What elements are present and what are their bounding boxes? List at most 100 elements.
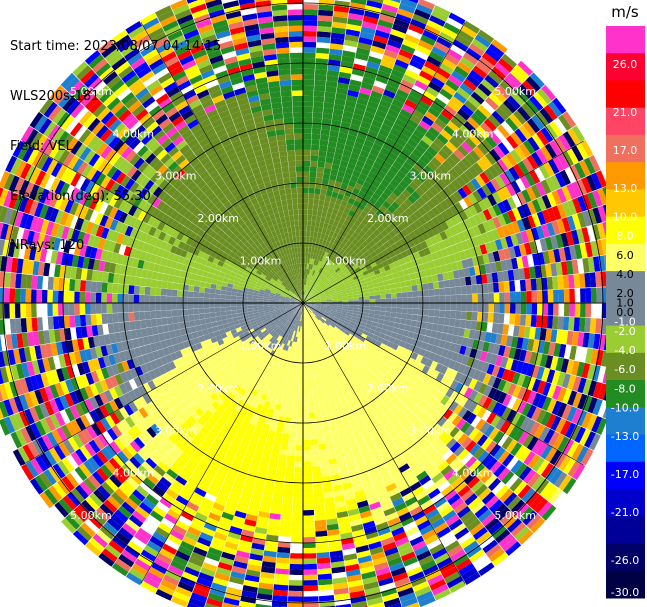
ppi-gate [334, 181, 342, 188]
ppi-gate [313, 199, 320, 205]
ppi-gate [424, 131, 437, 142]
ppi-gate [449, 44, 466, 57]
ppi-gate [459, 210, 469, 221]
ppi-gate [380, 59, 395, 70]
ppi-gate [374, 258, 382, 266]
ppi-gate [401, 220, 410, 229]
ppi-gate [367, 100, 379, 110]
ppi-gate [363, 111, 375, 120]
ppi-gate [387, 132, 399, 143]
ppi-gate [513, 64, 530, 80]
ppi-gate [390, 307, 397, 313]
ppi-gate [321, 178, 329, 185]
ppi-gate [388, 230, 397, 239]
ppi-gate [487, 70, 503, 85]
ppi-gate [357, 215, 365, 223]
ppi-gate [325, 212, 332, 219]
ppi-gate [317, 254, 321, 261]
ppi-gate [418, 216, 427, 226]
ppi-gate [307, 258, 310, 264]
ppi-gate [363, 71, 377, 81]
ppi-gate [376, 217, 385, 226]
ppi-gate [398, 49, 414, 60]
ppi-gate [332, 158, 341, 166]
ppi-gate [283, 422, 291, 429]
ppi-gate [487, 283, 494, 293]
ppi-gate [365, 264, 373, 271]
ppi-gate [306, 285, 309, 291]
ppi-gate [363, 163, 373, 172]
ppi-gate [334, 147, 344, 155]
ppi-gate [421, 115, 434, 127]
ppi-gate [460, 104, 474, 117]
ppi-gate [303, 14, 318, 21]
ppi-gate [308, 293, 312, 298]
ppi-gate [341, 231, 349, 238]
ppi-gate [372, 40, 387, 50]
ppi-gate [322, 263, 328, 270]
ppi-gate [558, 303, 565, 317]
ppi-gate [405, 157, 417, 167]
ppi-gate [536, 130, 549, 146]
ppi-gate [443, 186, 453, 197]
ppi-gate [303, 155, 311, 161]
ppi-gate [334, 98, 346, 106]
ppi-gate [303, 296, 306, 302]
ppi-gate [345, 29, 361, 37]
ppi-gate [430, 102, 444, 114]
ppi-gate [468, 133, 481, 146]
ppi-gate [313, 493, 324, 500]
ppi-gate [474, 34, 491, 48]
ppi-gate [289, 428, 297, 435]
ppi-gate [509, 113, 523, 128]
ppi-gate [543, 104, 558, 121]
ppi-gate [409, 222, 418, 232]
ppi-gate [431, 10, 448, 22]
ppi-gate [303, 36, 317, 43]
ppi-gate [355, 227, 362, 235]
ppi-gate [320, 216, 326, 223]
ppi-gate [436, 93, 450, 105]
ppi-gate [296, 434, 303, 440]
ppi-gate [380, 237, 388, 245]
ppi-gate [303, 290, 305, 296]
ppi-gate [467, 193, 478, 205]
ppi-gate [303, 47, 316, 53]
ppi-gate [402, 39, 418, 50]
ppi-gate [317, 289, 323, 294]
ppi-gate [463, 120, 476, 134]
ppi-gate [307, 286, 311, 292]
ppi-gate [464, 137, 477, 150]
ppi-ray [303, 0, 351, 301]
ppi-gate [306, 369, 311, 376]
ppi-gate [345, 246, 352, 254]
ppi-gate [362, 76, 375, 86]
ppi-gate [504, 292, 511, 303]
ppi-gate [499, 103, 513, 117]
ppi-gate [280, 514, 292, 521]
ppi-gate [317, 15, 333, 22]
ppi-gate [339, 217, 346, 225]
ppi-gate [328, 267, 334, 274]
ppi-gate [288, 390, 294, 397]
ppi-gate [366, 0, 383, 9]
ppi-gate [321, 123, 331, 131]
ppi-gate [303, 225, 307, 231]
ppi-gate [410, 279, 417, 286]
ppi-gate [303, 509, 315, 516]
ppi-gate [443, 22, 461, 35]
ppi-gate [275, 562, 290, 570]
ppi-gate [320, 275, 325, 281]
ppi-gate [306, 358, 310, 365]
ppi-gate [546, 276, 553, 290]
ppi-gate [303, 580, 318, 586]
ppi-gate [392, 123, 404, 133]
ppi-gate [472, 293, 478, 303]
ppi-gate [401, 189, 412, 199]
ppi-gate [303, 236, 307, 242]
ppi-gate [305, 252, 309, 258]
ppi-gate [292, 504, 303, 511]
ppi-gate [379, 147, 391, 157]
ppi-gate [303, 68, 315, 75]
ppi-gate [289, 563, 303, 570]
